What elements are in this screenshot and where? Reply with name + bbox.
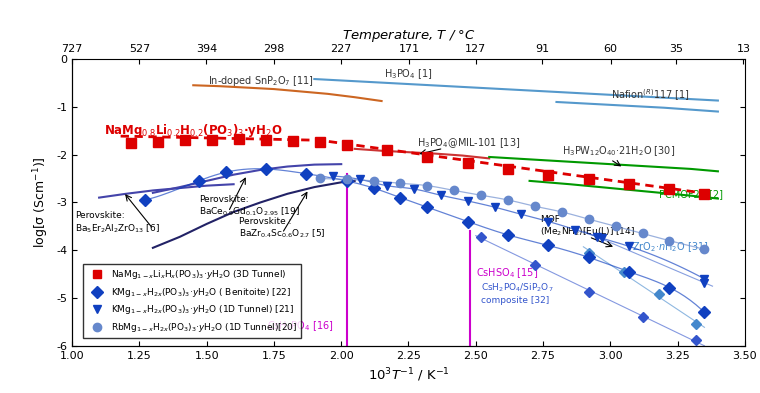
Text: NaMg$_{0.8}$Li$_{0.2}$H$_{0.2}$(PO$_3$)$_3$·yH$_2$O: NaMg$_{0.8}$Li$_{0.2}$H$_{0.2}$(PO$_3$)$…: [104, 121, 283, 139]
Text: CsHSO$_4$ [15]: CsHSO$_4$ [15]: [476, 266, 538, 281]
Legend: NaMg$_{1-x}$Li$_x$H$_x$(PO$_3$)$_3$·$y$H$_2$O (3D Tunnel), KMg$_{1-x}$H$_{2x}$(P: NaMg$_{1-x}$Li$_x$H$_x$(PO$_3$)$_3$·$y$H…: [84, 264, 302, 338]
Text: H$_3$PW$_{12}$O$_{40}$·21H$_2$O [30]: H$_3$PW$_{12}$O$_{40}$·21H$_2$O [30]: [562, 145, 675, 158]
Text: Nafion$^{(R)}$117 [1]: Nafion$^{(R)}$117 [1]: [611, 87, 690, 103]
Text: Perovskite:
Ba$_5$Er$_2$Al$_2$ZrO$_{13}$ [6]: Perovskite: Ba$_5$Er$_2$Al$_2$ZrO$_{13}$…: [75, 211, 160, 235]
Y-axis label: log[σ (Scm$^{-1}$)]: log[σ (Scm$^{-1}$)]: [31, 156, 51, 248]
Text: CsH$_2$PO$_4$ [16]: CsH$_2$PO$_4$ [16]: [267, 319, 333, 333]
Text: Perovskite :
BaZr$_{0.4}$Sc$_{0.6}$O$_{2.7}$ [5]: Perovskite : BaZr$_{0.4}$Sc$_{0.6}$O$_{2…: [239, 217, 326, 241]
Text: In-doped SnP$_2$O$_7$ [11]: In-doped SnP$_2$O$_7$ [11]: [207, 74, 314, 88]
Text: H$_3$PO$_4$@MIL-101 [13]: H$_3$PO$_4$@MIL-101 [13]: [416, 136, 520, 151]
Text: ZrO$_2$·$n$H$_2$O [31]: ZrO$_2$·$n$H$_2$O [31]: [632, 240, 708, 254]
Text: MOF
(Me$_2$NH$_2$)[Eu(L)] [14]: MOF (Me$_2$NH$_2$)[Eu(L)] [14]: [540, 215, 635, 239]
Text: Perovskite:
BaCe$_{0.9}$Gd$_{0.1}$O$_{2.95}$ [19]: Perovskite: BaCe$_{0.9}$Gd$_{0.1}$O$_{2.…: [198, 195, 299, 218]
X-axis label: 10$^3$$T$$^{-1}$ / K$^{-1}$: 10$^3$$T$$^{-1}$ / K$^{-1}$: [368, 366, 449, 384]
Text: CsH$_2$PO$_4$/SiP$_2$O$_7$
composite [32]: CsH$_2$PO$_4$/SiP$_2$O$_7$ composite [32…: [481, 282, 554, 305]
Text: H$_3$PO$_4$ [1]: H$_3$PO$_4$ [1]: [385, 67, 432, 81]
X-axis label: Temperature, $T$ / °C: Temperature, $T$ / °C: [342, 28, 475, 44]
Text: PCMOF20 [2]: PCMOF20 [2]: [659, 189, 724, 198]
